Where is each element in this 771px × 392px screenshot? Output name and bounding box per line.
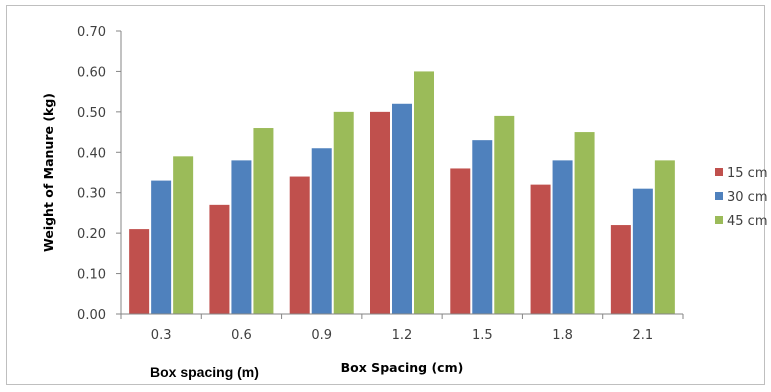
bar-30cm-1.5: [472, 140, 493, 314]
legend-swatch: [715, 168, 723, 176]
bar-45cm-1.8: [574, 132, 595, 314]
bar-15cm-0.9: [289, 176, 310, 314]
x-tick-label: 1.8: [552, 328, 573, 343]
y-axis-title: Weight of Manure (kg): [41, 93, 56, 252]
bar-45cm-0.6: [253, 128, 274, 314]
bar-45cm-1.5: [494, 115, 515, 315]
bar-30cm-1.8: [552, 160, 573, 314]
x-tick-labels: 0.3 0.6 0.9 1.2 1.5 1.8 2.1: [120, 314, 684, 343]
bar-30cm-0.3: [151, 180, 172, 314]
y-tick-label: 0.00: [77, 308, 106, 323]
y-tick-label: 0.40: [77, 146, 106, 161]
y-tick-label: 0.70: [77, 25, 106, 40]
x-tick-label: 1.5: [472, 328, 493, 343]
x-tick-label: 1.2: [392, 328, 413, 343]
x-tick-label: 0.3: [151, 328, 172, 343]
legend-label: 30 cm: [727, 190, 768, 205]
y-tick-labels: 0.00 0.10 0.20 0.30 0.40 0.50 0.60 0.70: [77, 25, 121, 323]
bar-30cm-2.1: [632, 188, 653, 314]
bar-15cm-1.2: [370, 111, 390, 314]
bar-45cm-2.1: [654, 160, 675, 314]
bar-45cm-0.3: [173, 156, 194, 314]
legend: 15 cm 30 cm 45 cm: [715, 166, 768, 229]
bar-45cm-1.2: [414, 71, 434, 314]
bar-30cm-1.2: [392, 103, 412, 315]
bar-15cm-1.5: [450, 168, 471, 314]
bar-15cm-2.1: [610, 225, 631, 314]
bar-15cm-1.8: [530, 184, 551, 314]
y-tick-label: 0.30: [77, 187, 106, 202]
legend-swatch: [715, 192, 723, 200]
y-tick-label: 0.50: [77, 106, 106, 121]
axes-group: [120, 31, 683, 315]
y-tick-label: 0.10: [77, 268, 106, 283]
x-tick-label: 0.9: [311, 328, 332, 343]
y-tick-label: 0.20: [77, 227, 106, 242]
figure-caption: Box spacing (m): [148, 364, 261, 380]
legend-label: 15 cm: [727, 166, 768, 181]
x-tick-label: 2.1: [633, 328, 654, 343]
bar-30cm-0.6: [231, 160, 252, 314]
y-tick-label: 0.60: [77, 65, 106, 80]
bar-30cm-0.9: [311, 148, 332, 314]
x-axis-title: Box Spacing (cm): [341, 360, 464, 375]
bar-45cm-0.9: [333, 111, 354, 314]
x-tick-label: 0.6: [231, 328, 252, 343]
legend-label: 45 cm: [727, 214, 768, 229]
bars-group: [129, 71, 675, 315]
bar-15cm-0.3: [129, 229, 150, 314]
legend-swatch: [715, 216, 723, 224]
bar-15cm-0.6: [209, 204, 230, 314]
